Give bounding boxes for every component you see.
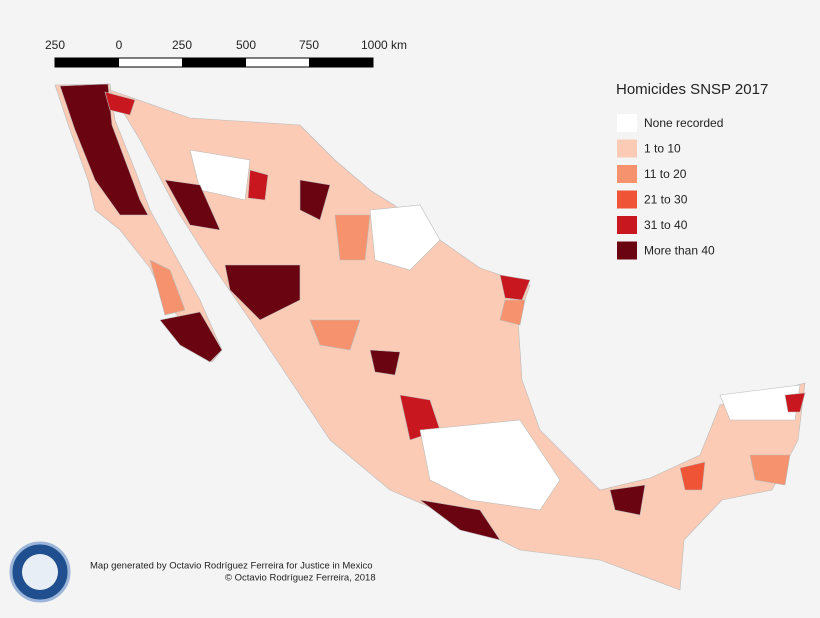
legend-swatch	[617, 165, 637, 183]
region	[369, 349, 401, 376]
region	[609, 484, 646, 516]
legend-swatch	[617, 139, 637, 158]
scale-label: 500	[236, 38, 256, 52]
region	[719, 384, 801, 421]
region	[749, 454, 791, 486]
scale-segment	[182, 58, 246, 67]
scale-label: 250	[45, 38, 65, 52]
region	[247, 169, 269, 201]
region	[419, 499, 501, 541]
scale-label: 1000 km	[361, 38, 407, 52]
scale-bar: 250 0 250 500 750 1000 km	[45, 38, 407, 68]
legend-label: 11 to 20	[644, 167, 687, 181]
scale-label: 0	[116, 38, 123, 52]
legend-swatch	[617, 114, 637, 132]
region	[149, 259, 186, 316]
credit: © Octavio Rodríguez Ferreira, 2018	[225, 573, 376, 584]
region	[499, 299, 526, 326]
legend-label: 31 to 40	[644, 218, 688, 232]
legend-title: Homicides SNSP 2017	[616, 81, 768, 98]
region	[164, 179, 221, 231]
region	[159, 311, 223, 363]
region	[104, 91, 136, 116]
legend: None recorded 1 to 10 11 to 20 21 to 30 31 t…	[617, 114, 723, 260]
legend-label: None recorded	[644, 116, 723, 130]
logo-inner	[22, 554, 58, 590]
region	[419, 419, 561, 511]
scale-label: 750	[299, 38, 319, 52]
legend-swatch	[617, 190, 637, 209]
region	[679, 461, 706, 491]
legend-swatch	[617, 241, 637, 260]
region	[334, 214, 371, 261]
region	[369, 204, 441, 271]
region	[784, 392, 806, 413]
legend-label: More than 40	[644, 244, 715, 258]
scale-segment	[309, 58, 373, 67]
credit: Map generated by Octavio Rodríguez Ferre…	[90, 561, 373, 572]
scale-segment	[55, 58, 119, 67]
region	[224, 264, 301, 321]
scale-label: 250	[172, 38, 192, 52]
region	[189, 149, 251, 201]
logo	[9, 541, 71, 603]
legend-label: 21 to 30	[644, 193, 688, 207]
region	[309, 319, 361, 351]
legend-label: 1 to 10	[644, 142, 681, 156]
legend-swatch	[617, 216, 637, 234]
map	[54, 83, 806, 591]
region	[299, 179, 331, 221]
